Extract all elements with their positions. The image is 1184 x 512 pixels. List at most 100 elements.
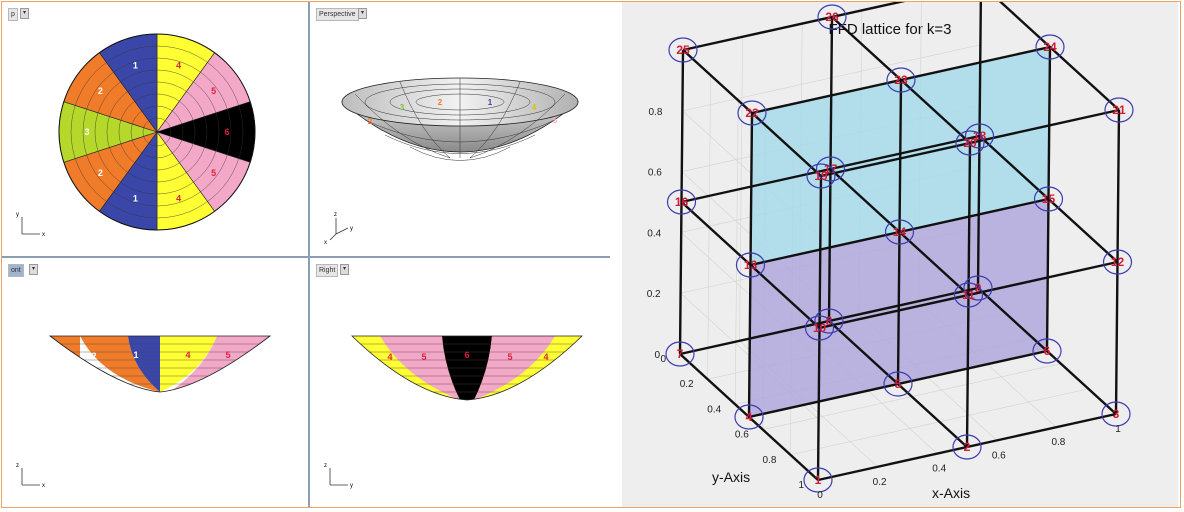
lattice-node-marker bbox=[817, 4, 847, 30]
lattice-node-label: 21 bbox=[1112, 103, 1126, 117]
top-view-disc: 4 5 6 5 4 1 2 3 2 1 y x bbox=[16, 33, 256, 238]
axis-indicator: z x bbox=[16, 463, 45, 489]
lattice-edge bbox=[976, 0, 983, 289]
lattice-node-label: 5 bbox=[895, 377, 902, 391]
chevron-down-icon[interactable]: ▾ bbox=[340, 264, 349, 275]
viewport-top[interactable]: p ▾ 4 5 6 5 4 1 2 3 2 1 y x bbox=[2, 2, 308, 256]
lattice-node-marker bbox=[963, 275, 993, 301]
disc-sector-label: 3 bbox=[84, 127, 89, 137]
lattice-node-label: 3 bbox=[1113, 407, 1120, 421]
z-tick-label: 0.4 bbox=[647, 228, 661, 239]
lattice-node-marker bbox=[665, 341, 695, 367]
chevron-down-icon[interactable]: ▾ bbox=[358, 8, 367, 19]
lattice-node-marker bbox=[814, 308, 844, 334]
viewport-label-top[interactable]: p bbox=[8, 8, 18, 21]
y-tick-label: 0.2 bbox=[680, 379, 694, 390]
viewport-horizontal-divider[interactable] bbox=[2, 256, 610, 258]
lattice-node-label: 26 bbox=[825, 10, 839, 24]
disc-sector-label: 5 bbox=[211, 86, 216, 96]
lattice-edge bbox=[681, 134, 980, 204]
lattice-node-label: 16 bbox=[675, 195, 689, 209]
right-view-section: 4 5 6 5 4 z y bbox=[324, 335, 583, 489]
axis-indicator: z y x bbox=[324, 212, 353, 246]
lattice-node-label: 22 bbox=[745, 106, 759, 120]
y-tick-label: 0 bbox=[660, 354, 666, 365]
axis-y-label: y bbox=[350, 483, 353, 489]
disc-ring bbox=[142, 117, 172, 147]
lattice-node-label: 11 bbox=[962, 288, 975, 302]
disc-ring bbox=[82, 57, 232, 207]
lattice-node-label: 1 bbox=[815, 473, 822, 487]
lattice-node-label: 12 bbox=[1111, 255, 1125, 269]
viewport-label-front[interactable]: ont bbox=[8, 264, 24, 277]
disc-outline bbox=[58, 33, 256, 231]
axis-z-label: z bbox=[16, 463, 19, 469]
z-tick-label: 0 bbox=[654, 350, 660, 361]
lattice-node-label: 24 bbox=[1043, 40, 1057, 54]
section-label: 5 bbox=[225, 350, 230, 360]
x-tick-label: 0 bbox=[817, 490, 823, 501]
viewport-front[interactable]: ont ▾ 2 1 4 5 z x bbox=[2, 258, 308, 507]
axis-x-label: x bbox=[324, 240, 327, 246]
x-tick-label: 0.4 bbox=[932, 464, 946, 475]
viewport-right[interactable]: Right ▾ 4 5 6 5 4 z y bbox=[310, 258, 610, 507]
disc-sector-label: 2 bbox=[98, 86, 103, 96]
lattice-edge bbox=[896, 79, 903, 385]
section-label: 1 bbox=[133, 350, 138, 360]
lattice-node-marker bbox=[735, 252, 766, 278]
viewport-label-right[interactable]: Right bbox=[316, 264, 339, 277]
lattice-node-marker bbox=[668, 37, 698, 63]
lattice-node-marker bbox=[815, 156, 846, 182]
x-axis-label: x-Axis bbox=[932, 485, 970, 501]
bowl-region-label: 4 bbox=[532, 103, 537, 112]
section-label: 5 bbox=[507, 352, 512, 362]
z-tick-label: 0.2 bbox=[647, 289, 661, 300]
lattice-node-label: 14 bbox=[893, 225, 907, 239]
disc-ring bbox=[118, 93, 196, 171]
chevron-down-icon[interactable]: ▾ bbox=[20, 8, 29, 19]
disc-ring bbox=[130, 105, 184, 159]
section-label: 2 bbox=[91, 351, 96, 361]
y-tick-label: 1 bbox=[798, 480, 804, 491]
disc-sector-label: 4 bbox=[176, 194, 181, 204]
lattice-node-marker bbox=[952, 434, 982, 460]
lattice-edge bbox=[1045, 46, 1052, 352]
lattice-node-marker bbox=[953, 282, 984, 308]
z-tick-label: 0.8 bbox=[648, 107, 662, 118]
disc-sector-label: 1 bbox=[133, 194, 138, 204]
lattice-node-marker bbox=[1033, 186, 1064, 212]
lattice-node-marker bbox=[964, 123, 995, 149]
disc-sector-label: 2 bbox=[98, 168, 103, 178]
section-label: 6 bbox=[464, 350, 469, 360]
lattice-node-marker bbox=[884, 219, 915, 245]
lattice-node-label: 9 bbox=[975, 281, 982, 295]
lattice-node-marker bbox=[1102, 249, 1133, 275]
lattice-edge bbox=[996, 0, 1120, 111]
lattice-node-marker bbox=[803, 467, 833, 493]
lattice-node-marker bbox=[1101, 401, 1131, 427]
viewport-label-perspective[interactable]: Perspective bbox=[316, 8, 359, 21]
lattice-edge bbox=[682, 0, 915, 52]
disc-sector-label: 6 bbox=[224, 127, 229, 137]
y-tick-label: 0.6 bbox=[735, 430, 749, 441]
lattice-node-label: 25 bbox=[676, 43, 690, 57]
x-tick-label: 0.6 bbox=[992, 450, 1006, 461]
viewport-vertical-divider[interactable] bbox=[308, 2, 310, 507]
axis-z-label: z bbox=[334, 212, 337, 218]
lattice-node-label: 10 bbox=[813, 321, 827, 335]
x-tick-label: 0.2 bbox=[873, 477, 887, 488]
lattice-node-label: 2 bbox=[964, 440, 971, 454]
chevron-down-icon[interactable]: ▾ bbox=[29, 264, 38, 275]
viewport-perspective[interactable]: Perspective ▾ bbox=[310, 2, 610, 256]
lattice-node-marker bbox=[1035, 34, 1065, 60]
lattice-node-label: 19 bbox=[814, 169, 828, 183]
disc-sector-label: 1 bbox=[133, 60, 138, 70]
front-view-section: 2 1 4 5 z x bbox=[16, 335, 272, 489]
disc-ring bbox=[94, 69, 220, 195]
bowl-region-label: 2 bbox=[438, 98, 443, 107]
x-tick-label: 0.8 bbox=[1051, 437, 1065, 448]
lattice-node-marker bbox=[886, 67, 916, 93]
bowl-region-label: 5 bbox=[553, 116, 558, 125]
ffd-lattice-chart: FFD lattice for k=3 1 2 3 4 5 6 7 8 9 10 11 12 13 14 1… bbox=[622, 0, 1178, 507]
lattice-edge bbox=[679, 286, 979, 356]
